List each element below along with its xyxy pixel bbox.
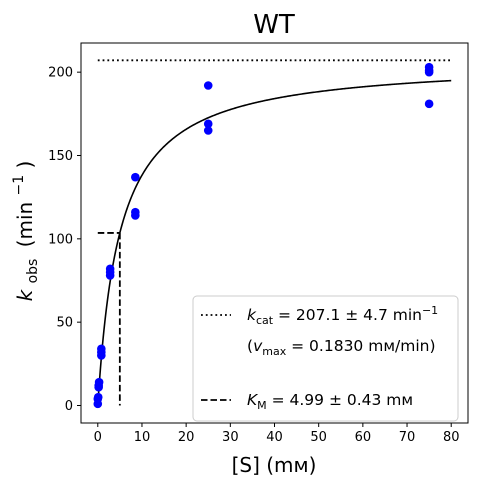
y-axis-unit: (min bbox=[13, 202, 37, 248]
data-point bbox=[424, 62, 434, 72]
x-tick-label: 50 bbox=[310, 430, 327, 445]
data-point bbox=[94, 377, 104, 387]
y-ticks: 0 50 100 150 200 bbox=[48, 66, 81, 414]
fit-curve bbox=[96, 79, 452, 406]
y-axis-superscript: −1 bbox=[11, 175, 27, 196]
x-axis-title: [S] (mм) bbox=[232, 453, 317, 477]
x-tick-label: 20 bbox=[178, 430, 195, 445]
y-tick-label: 200 bbox=[48, 66, 73, 81]
x-tick-label: 70 bbox=[399, 430, 416, 445]
y-axis-symbol: k bbox=[13, 288, 37, 301]
y-tick-label: 150 bbox=[48, 149, 73, 164]
y-tick-label: 0 bbox=[65, 399, 73, 414]
x-tick-label: 80 bbox=[443, 430, 460, 445]
y-tick-label: 100 bbox=[48, 232, 73, 247]
x-tick-label: 40 bbox=[266, 430, 283, 445]
y-axis-close: ) bbox=[13, 161, 37, 169]
plot-frame bbox=[80, 42, 469, 424]
data-point bbox=[97, 344, 106, 354]
x-tick-label: 0 bbox=[94, 430, 102, 445]
y-axis-subscript: obs bbox=[25, 259, 41, 284]
y-axis-title: k obs (min −1 ) bbox=[4, 161, 42, 302]
data-point bbox=[131, 207, 140, 217]
data-point bbox=[203, 81, 213, 90]
legend-box bbox=[192, 295, 459, 422]
data-point bbox=[203, 119, 213, 129]
x-tick-label: 30 bbox=[222, 430, 239, 445]
plot-marks bbox=[93, 59, 452, 409]
chart-title: WT bbox=[253, 10, 295, 40]
legend: kcat = 207.1 ± 4.7 min−1 (vmax = 0.1830 … bbox=[192, 295, 459, 422]
legend-km-label: KM = 4.99 ± 0.43 mм bbox=[247, 391, 413, 412]
x-tick-label: 10 bbox=[134, 430, 151, 445]
x-ticks: 0 10 20 30 40 50 60 70 80 bbox=[94, 423, 460, 445]
data-point bbox=[131, 172, 140, 182]
legend-kcat-label: kcat = 207.1 ± 4.7 min−1 bbox=[247, 304, 438, 327]
x-tick-label: 60 bbox=[355, 430, 372, 445]
data-point bbox=[424, 99, 434, 109]
y-tick-label: 50 bbox=[56, 316, 73, 331]
data-point bbox=[203, 126, 213, 135]
data-point bbox=[105, 264, 115, 274]
data-point bbox=[93, 392, 103, 402]
legend-vmax-label: (vmax = 0.1830 mм/min) bbox=[247, 337, 436, 358]
